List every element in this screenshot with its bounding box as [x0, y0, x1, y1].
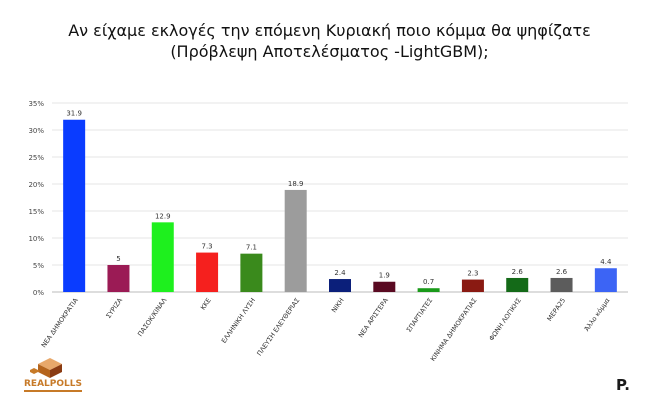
data-label: 7.1 — [246, 244, 257, 252]
realpolls-logo-underline — [24, 390, 82, 392]
x-tick-label: ΜΕΡΑ25 — [546, 297, 568, 323]
chart-title-line-2: (Πρόβλεψη Αποτελέσματος -LightGBM); — [170, 42, 489, 61]
x-tick-label: ΝΕΑ ΑΡΙΣΤΕΡΑ — [357, 296, 390, 339]
data-label: 1.9 — [379, 272, 390, 280]
bar — [63, 119, 86, 293]
publisher-logo: P. — [616, 376, 630, 394]
y-tick-label: 30% — [28, 127, 44, 135]
bar — [240, 253, 263, 292]
data-label: 18.9 — [288, 180, 304, 188]
bar — [196, 252, 219, 292]
data-label: 7.3 — [202, 243, 213, 251]
bar — [417, 288, 440, 292]
data-label: 2.3 — [467, 270, 478, 278]
data-label: 2.4 — [334, 269, 346, 277]
data-label: 12.9 — [155, 212, 171, 220]
y-tick-label: 5% — [33, 262, 44, 270]
x-tick-label: ΠΛΕΥΣΗ ΕΛΕΥΘΕΡΙΑΣ — [255, 297, 301, 358]
bar — [329, 279, 351, 292]
bar — [107, 265, 130, 292]
y-tick-label: 10% — [28, 235, 44, 243]
data-label: 4.4 — [600, 258, 612, 266]
realpolls-logo-text: REALPOLLS — [24, 379, 82, 389]
realpolls-cube-icon — [30, 358, 62, 378]
x-tick-label: ΣΥΡΙΖΑ — [104, 296, 124, 320]
bar — [461, 279, 484, 292]
chart-title: Αν είχαμε εκλογές την επόμενη Κυριακή πο… — [0, 20, 659, 62]
data-label: 2.6 — [556, 268, 568, 276]
x-tick-label: Άλλο κόμμα — [583, 297, 612, 333]
y-tick-label: 20% — [28, 181, 44, 189]
x-tick-label: ΚΚΕ — [199, 297, 213, 312]
x-tick-label: ΝΕΑ ΔΗΜΟΚΡΑΤΙΑ — [40, 296, 80, 349]
bar — [373, 281, 396, 292]
chart-title-line-1: Αν είχαμε εκλογές την επόμενη Κυριακή πο… — [68, 21, 591, 40]
x-tick-label: ΠΑΣΟΚ/ΚΙΝΑΛ — [136, 296, 169, 338]
bar — [284, 189, 307, 292]
y-tick-label: 0% — [33, 289, 44, 297]
x-tick-label: ΚΙΝΗΜΑ ΔΗΜΟΚΡΑΤΙΑΣ — [429, 297, 479, 363]
data-label: 2.6 — [512, 268, 524, 276]
x-tick-label: ΣΠΑΡΤΙΑΤΕΣ — [405, 297, 434, 334]
data-label: 5 — [116, 255, 120, 263]
y-tick-label: 35% — [28, 100, 44, 108]
bar — [151, 222, 174, 292]
data-label: 0.7 — [423, 278, 434, 286]
realpolls-logo: REALPOLLS — [20, 356, 90, 396]
x-tick-label: ΦΩΝΗ ΛΟΓΙΚΗΣ — [487, 297, 522, 343]
x-tick-label: ΝΙΚΗ — [330, 296, 346, 314]
bar — [506, 277, 529, 292]
y-tick-label: 25% — [28, 154, 44, 162]
x-tick-label: ΕΛΛΗΝΙΚΗ ΛΥΣΗ — [220, 296, 257, 344]
data-label: 31.9 — [66, 110, 82, 118]
bar — [594, 268, 617, 292]
bar — [550, 277, 573, 292]
y-tick-label: 15% — [28, 208, 44, 216]
